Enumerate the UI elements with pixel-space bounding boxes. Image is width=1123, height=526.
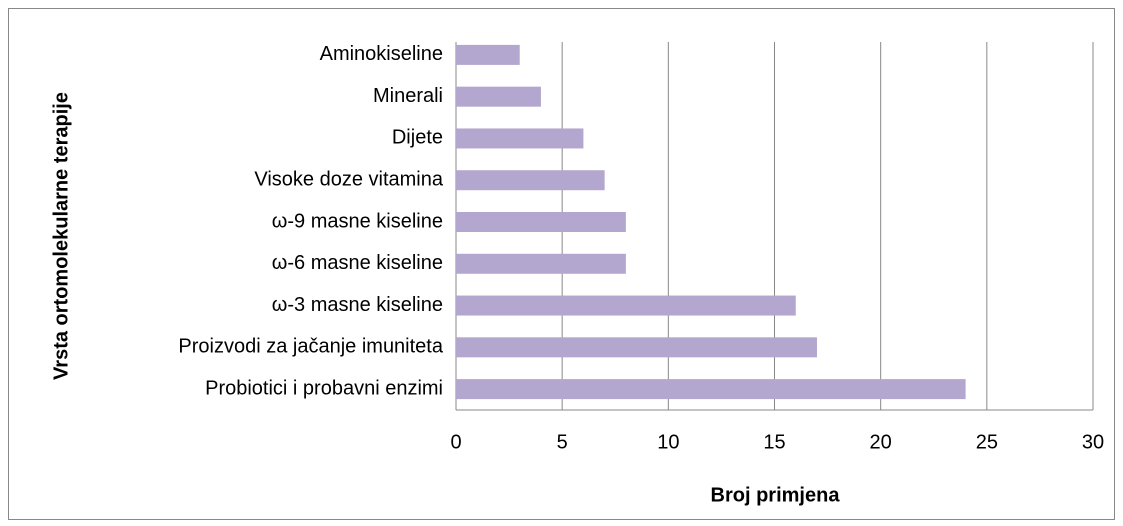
y-tick-label: Proizvodi za jačanje imuniteta [178, 336, 443, 358]
bar [456, 212, 626, 232]
y-tick-label: ω-9 masne kiseline [272, 210, 443, 232]
bar [456, 253, 626, 274]
x-tick-label: 25 [976, 431, 998, 453]
bar [456, 86, 541, 107]
y-tick-label: ω-3 masne kiseline [272, 294, 443, 316]
y-axis-title: Vrsta ortomolekularne terapije [50, 92, 72, 380]
x-tick-label: 30 [1082, 431, 1104, 453]
x-tick-label: 5 [557, 431, 568, 453]
bar [456, 379, 966, 400]
x-tick-label: 20 [870, 431, 892, 453]
y-tick-label: Minerali [373, 85, 443, 107]
y-tick-label: Aminokiseline [320, 43, 443, 65]
bar [456, 128, 584, 149]
y-tick-label: ω-6 masne kiseline [272, 252, 443, 274]
x-tick-label: 0 [450, 431, 461, 453]
y-tick-label: Visoke doze vitamina [254, 169, 444, 191]
bar [456, 295, 796, 316]
x-axis-title: Broj primjena [711, 484, 841, 506]
bar [456, 44, 520, 65]
bar [456, 337, 817, 358]
y-tick-label: Probiotici i probavni enzimi [205, 377, 443, 399]
bar [456, 170, 605, 191]
x-tick-label: 15 [763, 431, 785, 453]
y-tick-label: Dijete [392, 127, 443, 149]
x-tick-label: 10 [657, 431, 679, 453]
